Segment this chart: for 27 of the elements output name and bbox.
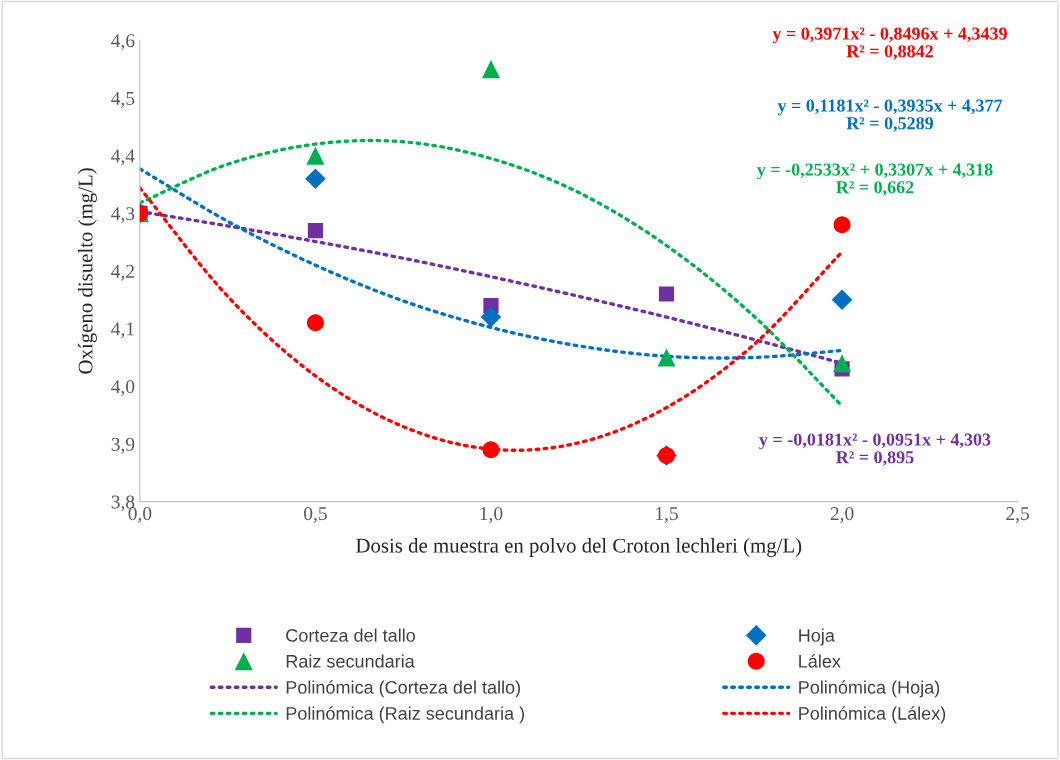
- y-tick-label: 4,3: [111, 207, 135, 224]
- y-tick-label: 4,2: [111, 264, 134, 281]
- x-tick-label: 1,0: [480, 507, 503, 523]
- x-tick-label: 2,0: [830, 507, 854, 523]
- y-tick-label: 4,6: [111, 34, 135, 51]
- y-tick-label: 4,1: [111, 322, 134, 339]
- x-tick-label: 1,5: [656, 507, 678, 523]
- y-tick-label: 4,4: [111, 149, 135, 166]
- annotation: y = 0,3971x² - 0,8496x + 4,3439 R² = 0,8842: [772, 27, 1007, 60]
- x-tick-label: 2,5: [1006, 507, 1029, 523]
- annotation: y = 0,1181x² - 0,3935x + 4,377 R² = 0,5289: [777, 99, 1003, 132]
- legend-label: Polinómica (Lálex): [799, 706, 946, 724]
- legend-label: Raiz secundaria: [286, 654, 415, 668]
- x-axis-title: Dosis de muestra en polvo del Croton lechleri (mg/L): [356, 537, 802, 557]
- legend-label: Lálex: [799, 654, 841, 668]
- annotation: y = -0,0181x² - 0,0951x + 4,303 R² = 0,895: [759, 433, 991, 466]
- legend-label: Polinómica (Corteza del tallo): [286, 680, 520, 698]
- annotation: y = -0,2533x² + 0,3307x + 4,318 R² = 0,662: [756, 163, 993, 196]
- y-tick-label: 3,9: [111, 437, 135, 454]
- y-tick-label: 4,0: [111, 380, 135, 397]
- legend-label: Polinómica (Raiz secundaria ): [286, 706, 524, 724]
- y-axis-title: Oxígeno disuelto (mg/L): [77, 168, 97, 374]
- legend-label: Hoja: [799, 628, 835, 646]
- x-tick-label: 0,5: [304, 507, 327, 523]
- legend-label: Polinómica (Hoja): [799, 680, 940, 698]
- legend-label: Corteza del tallo: [286, 628, 415, 642]
- y-tick-label: 4,5: [111, 91, 135, 108]
